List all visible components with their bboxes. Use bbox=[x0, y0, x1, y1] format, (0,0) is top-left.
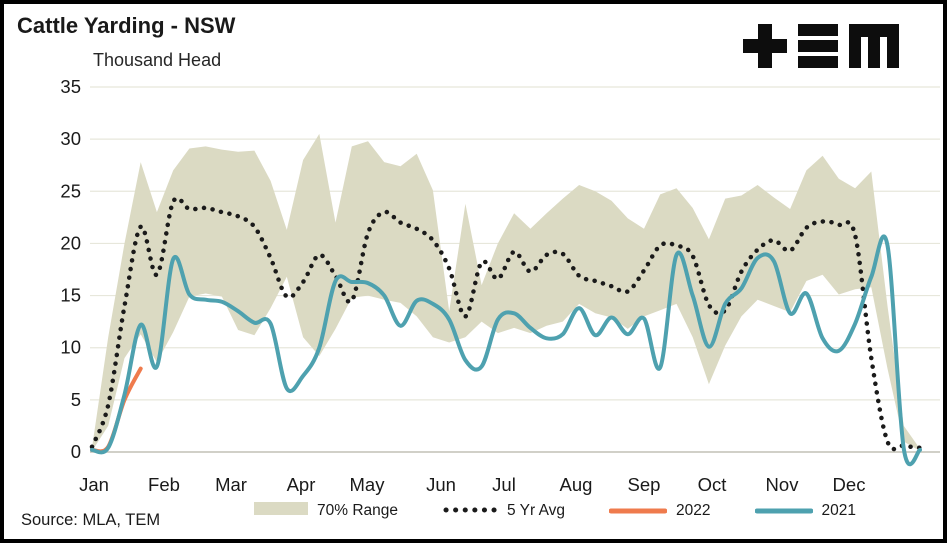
x-month-label-Nov: Nov bbox=[766, 474, 800, 495]
dotted-line-swatch bbox=[442, 502, 501, 520]
legend-item-5yr-avg: 5 Yr Avg bbox=[442, 502, 565, 520]
band-swatch bbox=[254, 501, 308, 521]
orange-line-swatch bbox=[608, 502, 668, 520]
x-month-label-Dec: Dec bbox=[833, 474, 866, 495]
y-tick-label-0: 0 bbox=[71, 441, 81, 462]
triple-bar-icon bbox=[798, 23, 838, 69]
y-tick-label-10: 10 bbox=[60, 337, 81, 358]
x-month-label-Mar: Mar bbox=[215, 474, 247, 495]
legend-item-70-range: 70% Range bbox=[254, 501, 398, 521]
x-month-label-Jun: Jun bbox=[426, 474, 456, 495]
y-tick-label-5: 5 bbox=[71, 389, 81, 410]
plus-icon bbox=[743, 23, 787, 69]
series-2021-line bbox=[90, 234, 922, 467]
x-month-label-Apr: Apr bbox=[287, 474, 316, 495]
x-month-label-Feb: Feb bbox=[148, 474, 180, 495]
source-attribution: Source: MLA, TEM bbox=[21, 511, 161, 529]
chart-legend: 70% Range 5 Yr Avg 2022 2021 bbox=[254, 501, 856, 521]
legend-label: 70% Range bbox=[317, 502, 399, 519]
y-tick-label-15: 15 bbox=[60, 285, 81, 306]
x-month-label-Aug: Aug bbox=[560, 474, 593, 495]
legend-label: 2021 bbox=[821, 502, 857, 519]
legend-item-2021: 2021 bbox=[754, 502, 857, 520]
x-month-label-Oct: Oct bbox=[698, 474, 727, 495]
series-5yr-avg-dotted-line bbox=[89, 195, 923, 452]
legend-label: 2022 bbox=[676, 502, 711, 519]
y-tick-label-25: 25 bbox=[60, 180, 81, 201]
legend-item-2022: 2022 bbox=[608, 502, 711, 520]
cattle-yarding-chart: 0 5 10 15 20 25 30 35 Jan Feb Mar Apr May Jun Jul Aug Se… bbox=[60, 76, 940, 495]
x-month-label-Sep: Sep bbox=[628, 474, 661, 495]
y-tick-label-30: 30 bbox=[60, 128, 81, 149]
tem-logo bbox=[743, 18, 899, 74]
x-month-label-May: May bbox=[350, 474, 386, 495]
m-icon bbox=[849, 23, 899, 69]
y-axis-unit-label: Thousand Head bbox=[93, 50, 222, 70]
y-tick-label-20: 20 bbox=[60, 232, 81, 253]
band-70pct-range-area bbox=[92, 133, 920, 451]
page-title: Cattle Yarding - NSW bbox=[17, 13, 236, 38]
x-month-label-Jul: Jul bbox=[492, 474, 516, 495]
y-tick-label-35: 35 bbox=[60, 76, 81, 97]
x-month-label-Jan: Jan bbox=[79, 474, 109, 495]
teal-line-swatch bbox=[754, 502, 814, 520]
legend-label: 5 Yr Avg bbox=[507, 502, 566, 519]
